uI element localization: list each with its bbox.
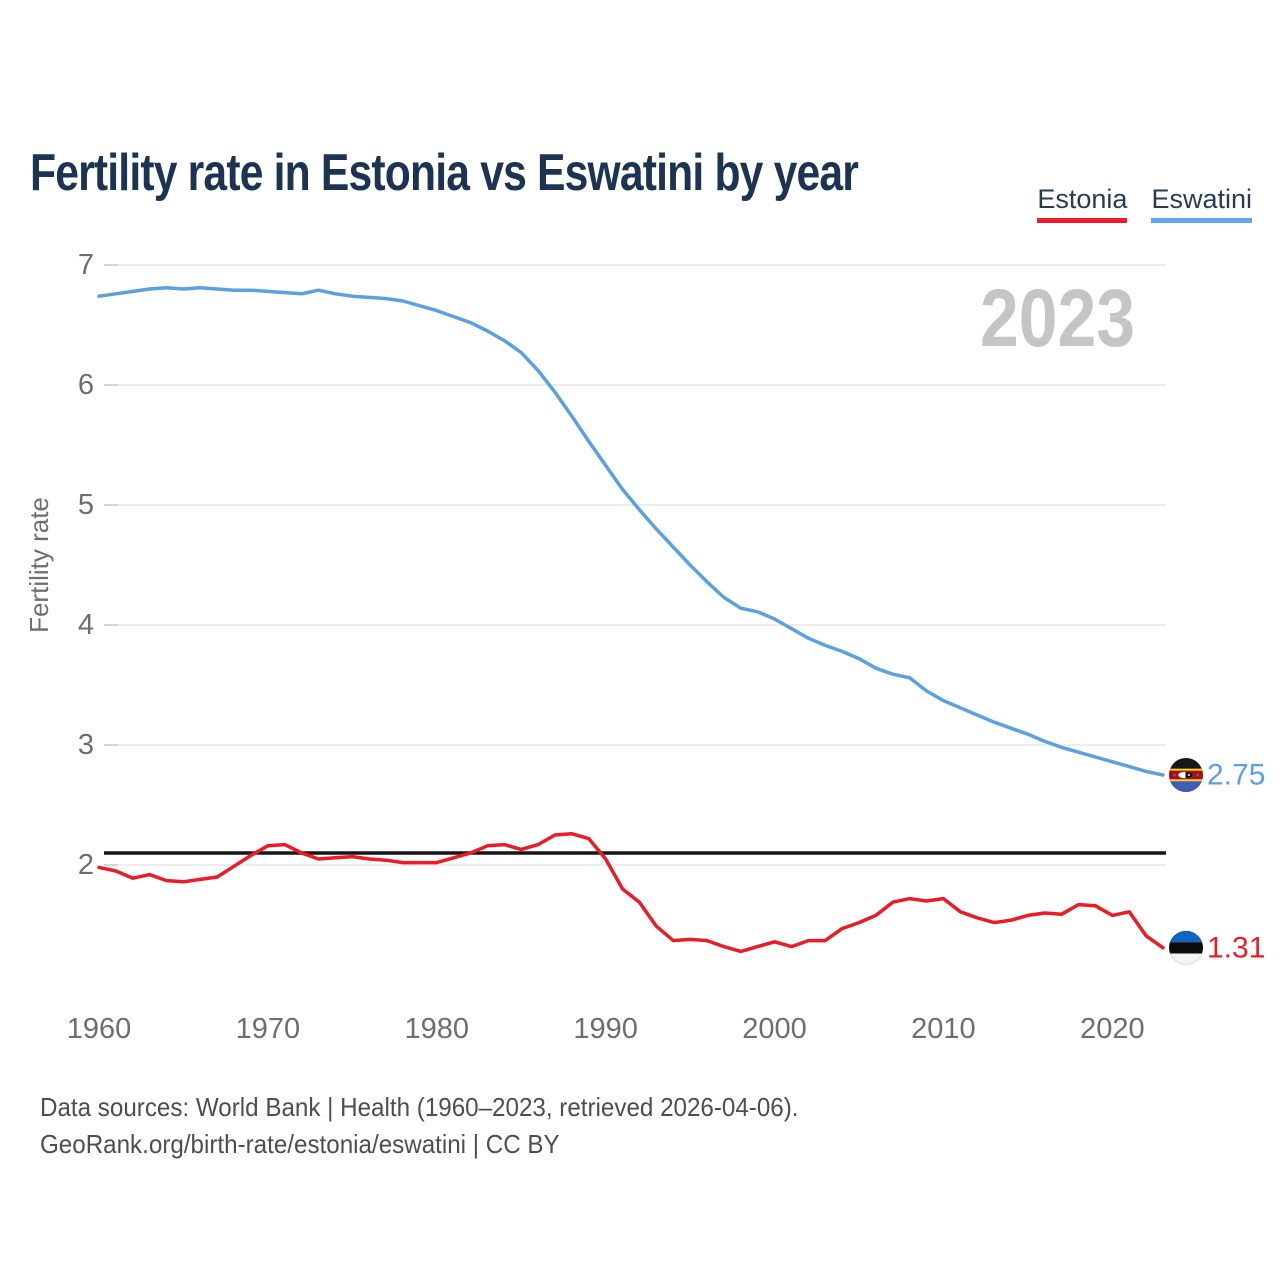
estonia-flag-blue-stripe bbox=[1169, 930, 1203, 943]
x-tick-label-2020: 2020 bbox=[1080, 1013, 1145, 1045]
x-tick-label-2010: 2010 bbox=[911, 1013, 976, 1045]
eswatini-flag-blue bbox=[1169, 781, 1203, 792]
estonia-flag-icon bbox=[1169, 930, 1203, 965]
legend-item-eswatini[interactable]: Eswatini bbox=[1151, 184, 1252, 223]
eswatini-flag-tassel-left bbox=[1173, 773, 1176, 777]
eswatini-flag-yellow-bottom bbox=[1169, 779, 1203, 782]
footer: Data sources: World Bank | Health (1960–… bbox=[40, 1089, 799, 1163]
series-line-eswatini[interactable] bbox=[97, 286, 1165, 777]
fertility-line-chart[interactable]: Fertility rate 7 6 5 4 3 2 1960 1970 1980 1990 20… bbox=[0, 0, 1280, 1060]
eswatini-flag-ring bbox=[1168, 757, 1204, 793]
data-source-line: Data sources: World Bank | Health (1960–… bbox=[40, 1092, 799, 1122]
x-axis-ticks: 1960 1970 1980 1990 2000 2010 2020 bbox=[67, 1013, 1145, 1045]
estonia-flag-white-stripe bbox=[1169, 953, 1203, 965]
end-value-eswatini: 2.75 bbox=[1207, 759, 1265, 792]
eswatini-flag-tassel-right bbox=[1196, 773, 1199, 777]
x-tick-label-1980: 1980 bbox=[405, 1013, 470, 1045]
estonia-flag-ring bbox=[1168, 930, 1204, 965]
y-tick-label-7: 7 bbox=[78, 249, 94, 281]
eswatini-flag-shield-dot bbox=[1188, 774, 1190, 776]
x-tick-label-1960: 1960 bbox=[67, 1013, 132, 1045]
y-tick-label-3: 3 bbox=[78, 729, 94, 761]
end-annotations: 2.75 1.31 bbox=[1168, 757, 1265, 965]
attribution-line: GeoRank.org/birth-rate/estonia/eswatini … bbox=[40, 1129, 560, 1159]
estonia-flag-black-stripe bbox=[1169, 942, 1203, 954]
y-tick-label-6: 6 bbox=[78, 369, 94, 401]
y-tick-label-5: 5 bbox=[78, 489, 94, 521]
series-line-estonia[interactable] bbox=[97, 832, 1165, 954]
x-tick-label-1990: 1990 bbox=[573, 1013, 638, 1045]
year-watermark: 2023 bbox=[979, 273, 1135, 364]
x-tick-label-2000: 2000 bbox=[742, 1013, 807, 1045]
legend-item-estonia[interactable]: Estonia bbox=[1037, 184, 1128, 223]
page-title: Fertility rate in Estonia vs Eswatini by… bbox=[30, 143, 859, 202]
eswatini-flag-icon bbox=[1169, 758, 1203, 792]
eswatini-flag-yellow-top bbox=[1169, 768, 1203, 771]
y-axis-title: Fertility rate bbox=[24, 497, 54, 633]
gridlines bbox=[104, 264, 1166, 866]
y-tick-label-4: 4 bbox=[78, 609, 94, 641]
series-lines[interactable] bbox=[97, 286, 1165, 954]
y-axis-ticks: 7 6 5 4 3 2 bbox=[78, 249, 94, 881]
legend: Estonia Eswatini bbox=[1037, 184, 1252, 223]
end-value-estonia: 1.31 bbox=[1207, 931, 1265, 964]
y-tick-label-2: 2 bbox=[78, 849, 94, 881]
eswatini-flag-top bbox=[1169, 758, 1203, 769]
x-tick-label-1970: 1970 bbox=[236, 1013, 301, 1045]
